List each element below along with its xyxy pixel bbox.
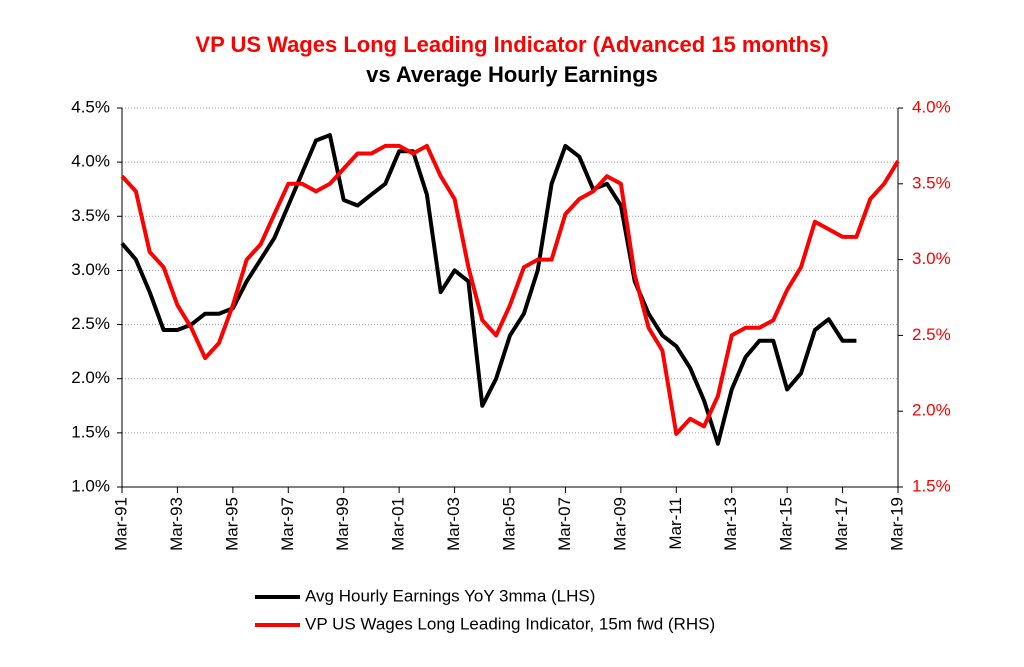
y2-tick-label: 3.5% [912, 173, 951, 192]
x-tick-label: Mar-95 [222, 497, 241, 551]
y-tick-label: 4.5% [71, 97, 110, 116]
x-tick-label: Mar-07 [555, 497, 574, 551]
x-tick-label: Mar-15 [777, 497, 796, 551]
x-tick-label: Mar-09 [610, 497, 629, 551]
x-tick-label: Mar-19 [887, 497, 906, 551]
chart-subtitle: vs Average Hourly Earnings [366, 62, 658, 87]
x-tick-label: Mar-97 [278, 497, 297, 551]
y-tick-label: 3.5% [71, 206, 110, 225]
x-tick-label: Mar-13 [721, 497, 740, 551]
y2-tick-label: 3.0% [912, 249, 951, 268]
x-tick-label: Mar-99 [333, 497, 352, 551]
legend-label: VP US Wages Long Leading Indicator, 15m … [305, 614, 715, 633]
x-tick-label: Mar-05 [499, 497, 518, 551]
x-tick-label: Mar-11 [666, 497, 685, 550]
x-tick-label: Mar-17 [832, 497, 851, 551]
y-tick-label: 3.0% [71, 260, 110, 279]
y-tick-label: 4.0% [71, 152, 110, 171]
y2-tick-label: 2.0% [912, 401, 951, 420]
series-line [120, 133, 857, 446]
y-tick-label: 2.5% [71, 314, 110, 333]
chart-title: VP US Wages Long Leading Indicator (Adva… [195, 32, 828, 57]
x-tick-label: Mar-03 [444, 497, 463, 551]
y2-tick-label: 4.0% [912, 97, 951, 116]
y-tick-label: 2.0% [71, 368, 110, 387]
legend-label: Avg Hourly Earnings YoY 3mma (LHS) [305, 586, 595, 605]
x-tick-label: Mar-91 [111, 497, 130, 551]
y-tick-label: 1.0% [71, 476, 110, 495]
series-line [120, 143, 900, 436]
y2-tick-label: 1.5% [912, 476, 951, 495]
y2-tick-label: 2.5% [912, 325, 951, 344]
y-tick-label: 1.5% [71, 422, 110, 441]
x-tick-label: Mar-01 [389, 497, 408, 551]
x-tick-label: Mar-93 [167, 497, 186, 551]
